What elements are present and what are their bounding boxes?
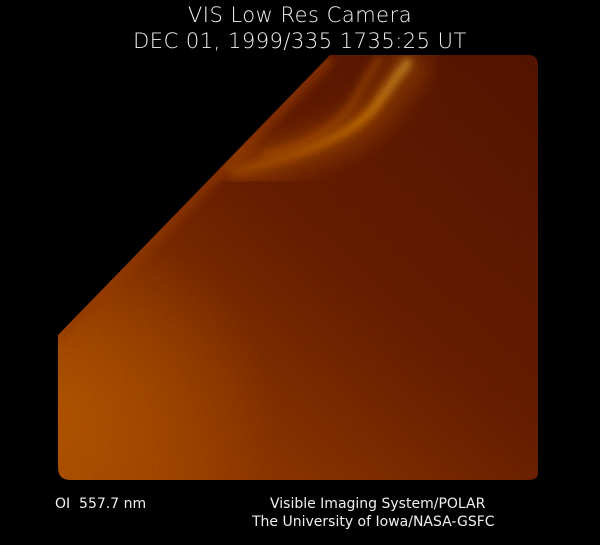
page-title: VIS Low Res Camera — [187, 3, 413, 27]
credit-instrument: Visible Imaging System/POLAR — [270, 496, 486, 512]
aurora-image — [58, 55, 538, 480]
observation-timestamp: DEC 01, 1999/335 1735:25 UT — [133, 29, 467, 53]
credit-institution: The University of Iowa/NASA-GSFC — [252, 514, 495, 530]
wavelength-label: OI 557.7 nm — [55, 496, 147, 512]
